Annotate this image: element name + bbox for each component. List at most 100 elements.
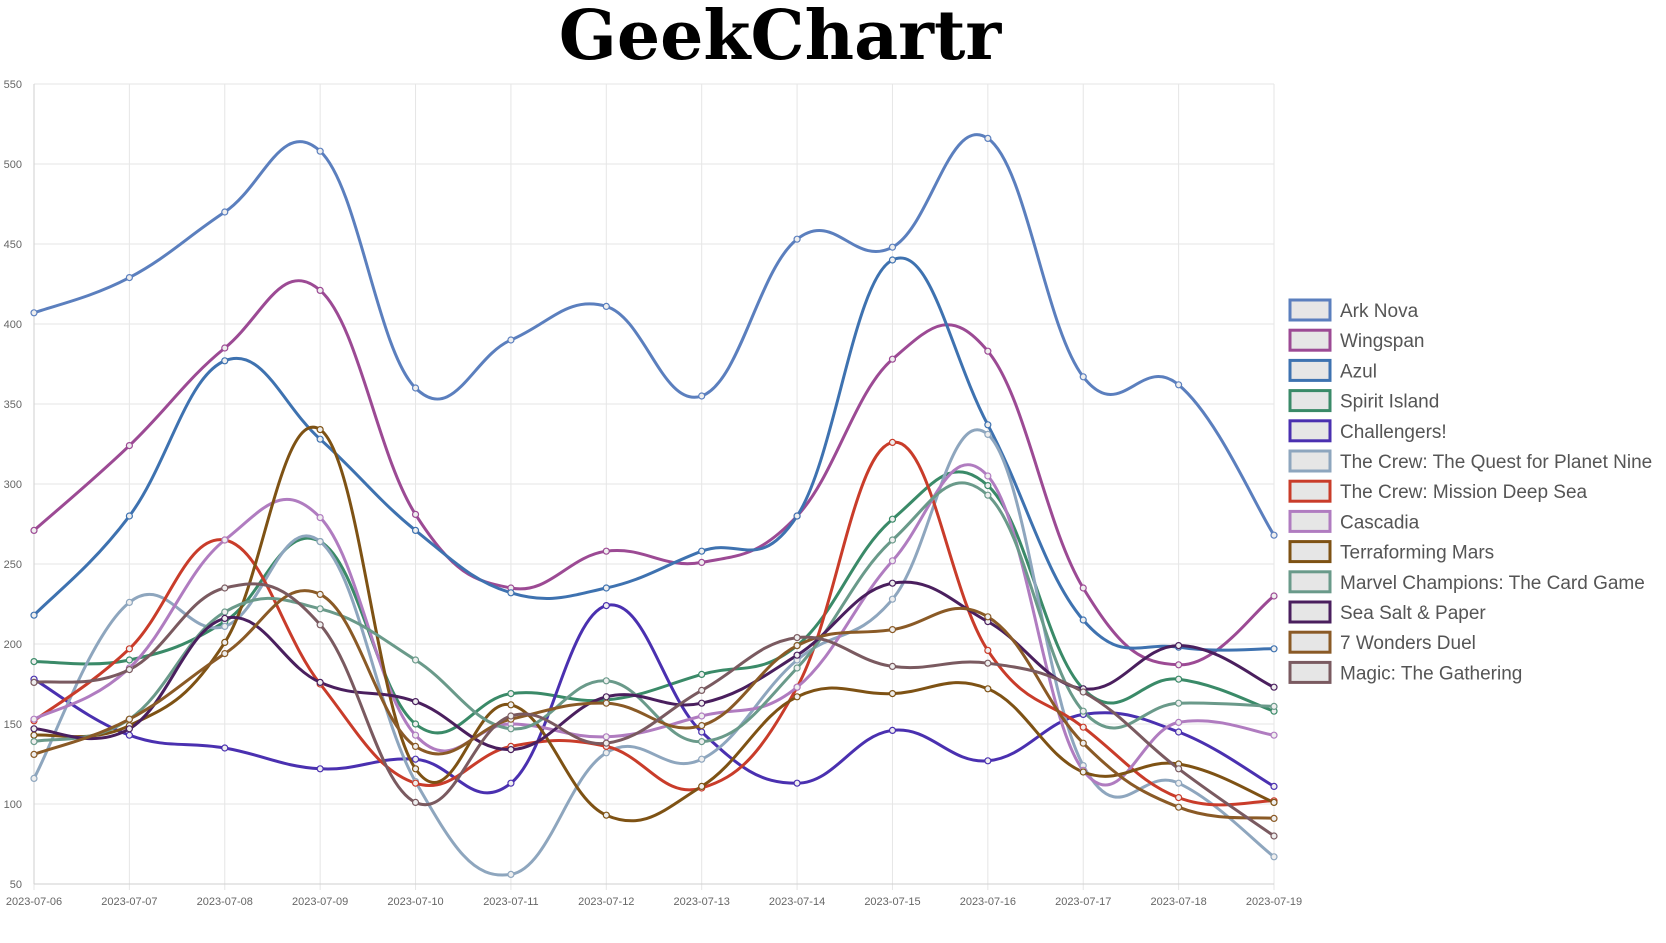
data-point	[698, 728, 706, 736]
data-point	[888, 689, 897, 698]
legend-swatch	[1288, 600, 1332, 624]
y-tick-label: 500	[4, 159, 22, 171]
x-tick-label: 2023-07-08	[197, 896, 253, 908]
data-point	[888, 355, 897, 363]
data-point	[411, 656, 420, 664]
data-point	[507, 689, 515, 698]
x-tick-label: 2023-07-17	[1055, 896, 1111, 908]
data-point	[411, 384, 420, 392]
x-tick-label: 2023-07-14	[769, 896, 825, 908]
data-point	[1175, 661, 1183, 669]
data-point	[221, 744, 229, 752]
legend-swatch	[1288, 389, 1332, 413]
legend-label: Ark Nova	[1340, 301, 1419, 322]
legend-swatch	[1288, 419, 1332, 443]
chart-title: GeekChartr	[558, 0, 1002, 76]
data-point	[1175, 641, 1183, 650]
data-point	[1175, 728, 1183, 736]
data-point	[793, 641, 801, 650]
chart-grid	[33, 83, 1275, 890]
legend-swatch	[1288, 630, 1332, 654]
data-point	[1270, 853, 1278, 861]
data-point	[221, 614, 229, 623]
data-point	[984, 646, 992, 655]
data-point	[984, 659, 992, 667]
data-point	[316, 286, 324, 294]
x-axis-ticks: 2023-07-06 2023-07-07 2023-07-08 2023-07-09…	[6, 896, 1302, 908]
data-point	[602, 693, 610, 701]
data-point	[1175, 718, 1183, 727]
data-point	[316, 513, 324, 522]
data-point	[507, 745, 515, 754]
x-tick-label: 2023-07-11	[483, 896, 538, 908]
data-point	[698, 558, 706, 567]
legend-label: The Crew: Mission Deep Sea	[1340, 482, 1588, 503]
data-point	[125, 725, 133, 733]
x-tick-label: 2023-07-15	[864, 896, 920, 908]
data-point	[125, 512, 133, 520]
y-tick-label: 150	[4, 719, 22, 731]
data-point	[411, 742, 420, 751]
data-point	[1270, 731, 1278, 739]
data-point	[507, 336, 515, 344]
data-point	[30, 657, 38, 666]
series-line	[32, 582, 1276, 838]
data-point	[1079, 688, 1087, 696]
data-point	[888, 438, 897, 446]
y-tick-label: 550	[4, 79, 22, 91]
y-tick-label: 300	[4, 479, 22, 491]
data-point	[888, 256, 897, 264]
data-point	[411, 510, 420, 519]
legend-label: The Crew: The Quest for Planet Nine	[1340, 452, 1652, 473]
data-point	[316, 426, 324, 434]
data-point	[984, 134, 992, 142]
data-point	[30, 526, 38, 535]
data-point	[507, 870, 515, 879]
data-point	[793, 633, 801, 642]
data-point	[221, 357, 229, 365]
data-point	[221, 344, 229, 352]
x-tick-label: 2023-07-12	[578, 896, 634, 908]
data-point	[1175, 793, 1183, 802]
data-point	[1079, 584, 1087, 592]
data-point	[125, 598, 133, 607]
data-point	[984, 613, 992, 621]
data-point	[411, 798, 420, 807]
data-point	[888, 557, 897, 565]
x-tick-label: 2023-07-10	[387, 896, 443, 908]
data-point	[316, 678, 324, 687]
data-point	[698, 712, 706, 720]
data-point	[316, 537, 324, 546]
data-point	[30, 737, 38, 746]
data-point	[1079, 707, 1087, 715]
data-point	[984, 430, 992, 438]
data-point	[602, 584, 610, 592]
legend-label: Azul	[1340, 361, 1377, 382]
legend-label: Spirit Island	[1340, 392, 1439, 413]
data-point	[1079, 768, 1087, 776]
series-line	[32, 463, 1276, 787]
data-point	[888, 515, 897, 523]
data-point	[888, 625, 897, 634]
data-point	[30, 715, 38, 723]
data-point	[602, 739, 610, 747]
data-point	[1270, 832, 1278, 840]
data-point	[602, 811, 610, 819]
y-tick-label: 250	[4, 559, 22, 571]
series-line	[32, 256, 1276, 652]
data-point	[984, 685, 992, 693]
data-point	[30, 611, 38, 619]
series-line	[32, 603, 1276, 795]
data-point	[1175, 675, 1183, 683]
data-point	[698, 392, 706, 400]
data-point	[888, 595, 897, 603]
data-point	[793, 651, 801, 659]
legend-label: Wingspan	[1340, 331, 1425, 352]
data-point	[602, 733, 610, 741]
legend-swatch	[1288, 570, 1332, 594]
series-line	[32, 440, 1276, 807]
data-point	[1270, 702, 1278, 711]
data-point	[1270, 592, 1278, 600]
data-point	[411, 720, 420, 728]
data-point	[221, 622, 229, 631]
